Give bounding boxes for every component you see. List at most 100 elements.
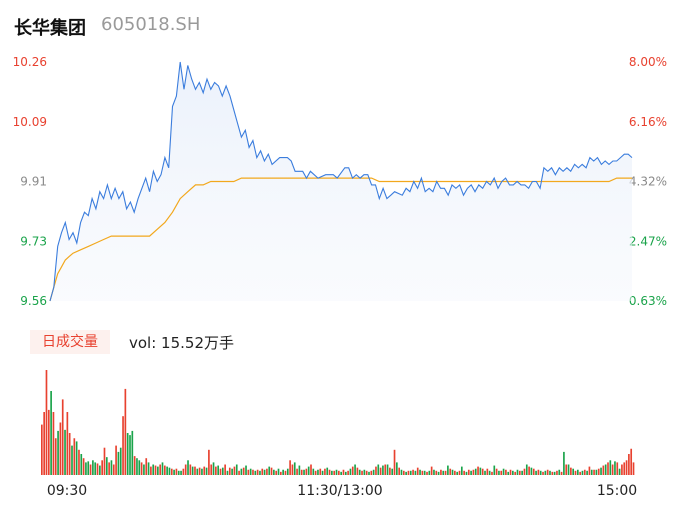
volume-bar (449, 468, 452, 475)
y-tick-right: 2.47% (629, 234, 667, 248)
volume-bar (298, 465, 301, 475)
volume-bar (551, 471, 554, 475)
volume-bar (173, 469, 175, 475)
volume-bar (324, 468, 326, 475)
volume-bar (563, 451, 565, 475)
volume-bar (372, 469, 375, 475)
volume-bar (159, 464, 162, 475)
volume-bar (293, 462, 296, 475)
daily-volume-badge[interactable]: 日成交量 (30, 330, 110, 354)
volume-bar (611, 464, 614, 475)
volume-bar (435, 470, 438, 475)
volume-bar (284, 470, 287, 475)
y-tick-right: 8.00% (629, 55, 667, 69)
volume-bar (103, 447, 106, 475)
volume-bar (143, 464, 145, 475)
volume-bar (419, 469, 421, 475)
volume-bar (491, 471, 493, 475)
volume-bar (583, 469, 586, 475)
volume-bar (400, 469, 403, 475)
volume-bar (245, 465, 247, 475)
volume-bar (291, 464, 294, 475)
volume-bar (516, 469, 519, 475)
volume-bar (96, 463, 99, 475)
volume-bar (433, 469, 435, 475)
volume-bar (347, 470, 349, 475)
volume-bar (147, 462, 150, 475)
volume-bar (59, 422, 62, 475)
volume-bar (342, 469, 345, 475)
y-tick-right: 0.63% (629, 294, 667, 308)
volume-readout: vol: 15.52万手 (129, 334, 234, 352)
volume-bar (365, 470, 368, 475)
y-tick-left: 9.91 (20, 175, 47, 189)
volume-bar (335, 469, 338, 475)
volume-bar (41, 424, 43, 475)
volume-bar (333, 470, 336, 475)
volume-bar (344, 471, 347, 475)
volume-bar (463, 470, 465, 475)
price-area-fill (50, 62, 632, 301)
volume-bar (242, 467, 245, 475)
volume-bar (99, 465, 101, 475)
volume-bar (310, 464, 312, 475)
volume-bar (317, 469, 319, 475)
volume-bar (546, 469, 549, 475)
volume-bar (71, 445, 73, 475)
x-axis: 09:30 11:30/13:00 15:00 (47, 483, 637, 499)
volume-bar (426, 471, 428, 475)
x-tick-label: 11:30/13:00 (297, 483, 382, 499)
volume-bar (221, 467, 224, 475)
volume-bar (277, 468, 280, 475)
volume-bar (514, 471, 517, 475)
volume-bar (581, 470, 584, 475)
volume-bar (124, 388, 127, 475)
volume-bar (389, 467, 391, 475)
volume-bar (259, 470, 261, 475)
volume-bar (189, 464, 192, 475)
volume-bar (163, 465, 166, 475)
volume-bar (437, 471, 440, 475)
volume-bar (210, 464, 213, 475)
volume-bar (602, 465, 605, 475)
volume-bar (191, 466, 194, 475)
volume-bar (129, 435, 131, 475)
price-line (49, 61, 633, 302)
volume-bar (203, 466, 206, 475)
volume-bar (493, 465, 496, 475)
volume-bar (558, 469, 561, 475)
volume-bar (326, 467, 329, 475)
volume-bar (447, 465, 449, 475)
volume-bar (632, 462, 635, 475)
volume-bar (133, 456, 136, 475)
volume-bar (256, 469, 259, 475)
volume-bar (354, 464, 356, 475)
volume-bar (498, 470, 500, 475)
volume-bar (126, 433, 129, 475)
volume-bar (64, 429, 66, 475)
volume-bar (509, 469, 512, 475)
volume-bar (119, 447, 122, 475)
volume-bar (154, 465, 157, 475)
volume-bar (240, 468, 243, 475)
volume-bar (254, 470, 257, 475)
volume-bar (249, 468, 252, 475)
volume-bar (625, 460, 628, 475)
volume-bar (396, 462, 398, 475)
volume-bar (416, 467, 419, 475)
volume-bar (477, 466, 479, 475)
volume-bar (414, 470, 417, 475)
volume-bar (393, 449, 396, 475)
volume-bar (108, 462, 110, 475)
volume-bar (502, 468, 505, 475)
volume-bar (238, 470, 240, 475)
volume-bar (458, 470, 461, 475)
volume-bar (361, 470, 363, 475)
volume-bar (66, 412, 69, 475)
volume-bar (609, 460, 612, 475)
volume-bar (252, 469, 254, 475)
volume-bar (579, 471, 581, 475)
volume-bar (231, 468, 233, 475)
volume-bar (549, 470, 551, 475)
volume-bar (47, 409, 50, 475)
